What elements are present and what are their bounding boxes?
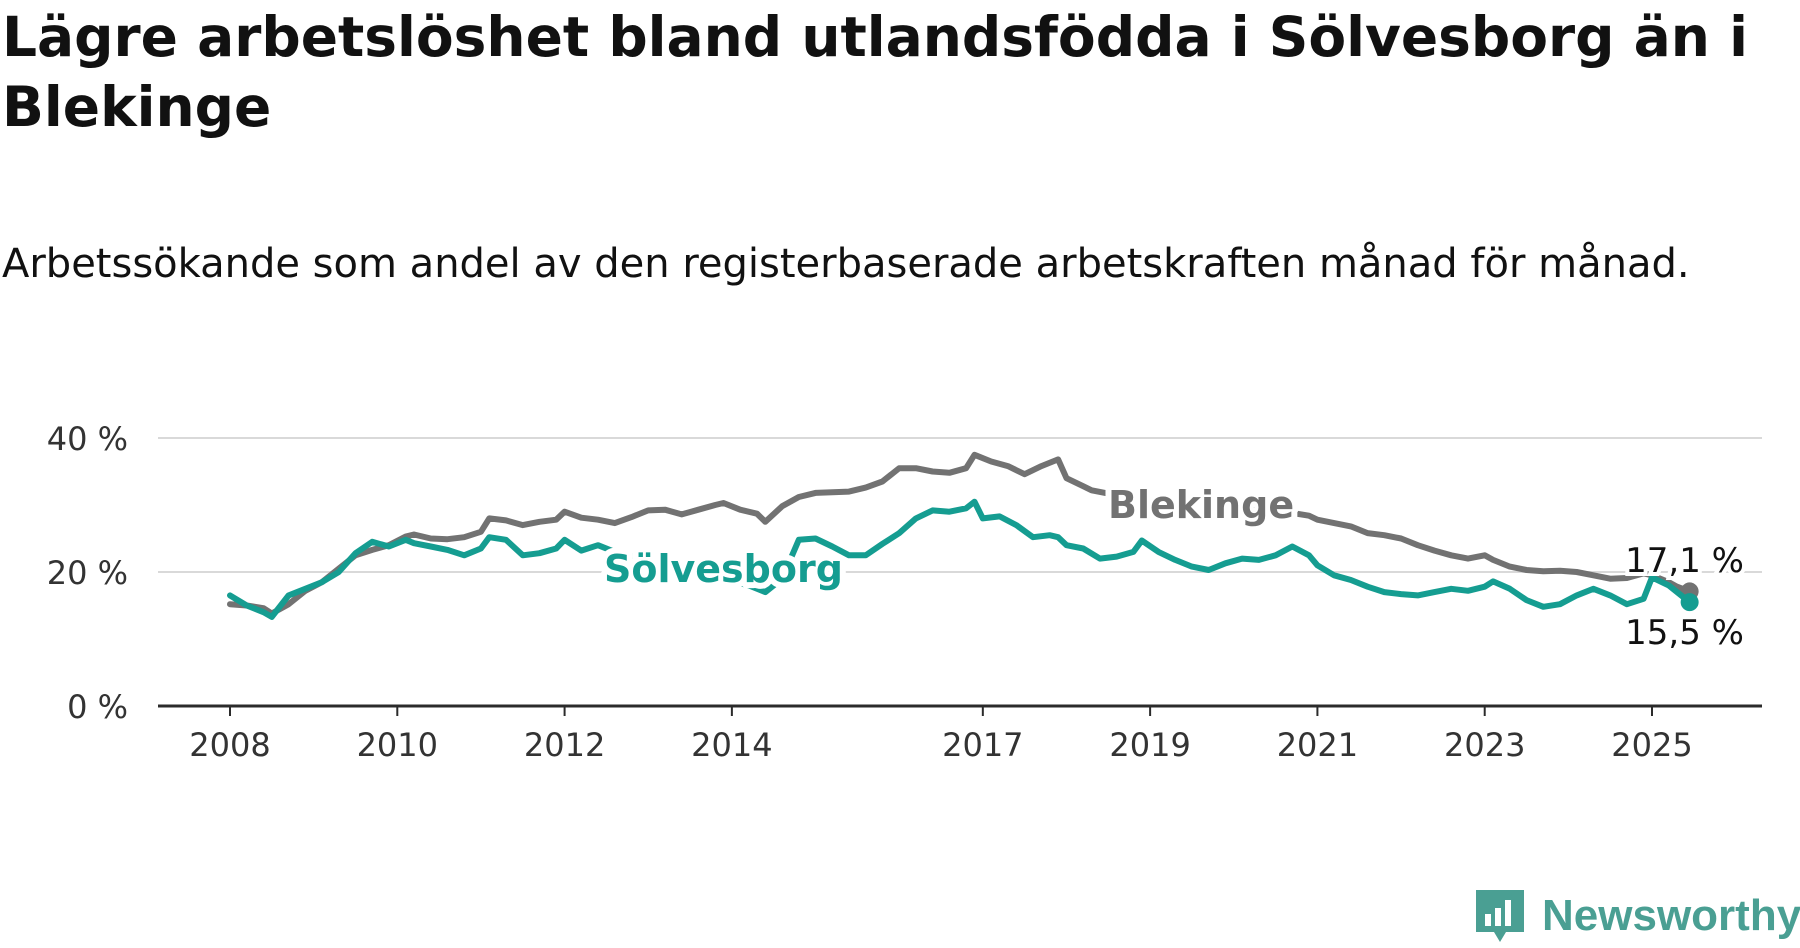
chart-title: Lägre arbetslöshet bland utlandsfödda i … [2, 5, 1748, 139]
series-line-blekinge [227, 451, 1693, 617]
newsworthy-logo-icon [1476, 890, 1524, 942]
x-tick-label: 2014 [691, 726, 772, 764]
x-tick-label: 2025 [1611, 726, 1692, 764]
x-tick-label: 2017 [942, 726, 1023, 764]
newsworthy-brand[interactable]: Newsworthy [1472, 884, 1800, 948]
brand-name: Newsworthy [1542, 891, 1800, 940]
y-tick-label: 0 % [67, 688, 128, 726]
grid-lines [158, 437, 1762, 573]
line-chart: 0 % 20 % 40 % 2008 2010 2012 2014 2017 2019 2021… [47, 420, 1762, 764]
x-tick-label: 2010 [357, 726, 438, 764]
series-labels: Blekinge Sölvesborg 17,1 % 15,5 % [598, 477, 1748, 657]
x-tick-label: 2021 [1277, 726, 1358, 764]
end-value-label-solvesborg: 15,5 % [1625, 613, 1744, 653]
end-value-label-blekinge: 17,1 % [1625, 541, 1744, 581]
x-tick-label: 2012 [524, 726, 605, 764]
y-tick-label: 40 % [47, 420, 128, 458]
end-point-solvesborg [1680, 593, 1699, 612]
series-label-blekinge: Blekinge [1108, 483, 1294, 527]
chart-subtitle: Arbetssökande som andel av den registerb… [2, 241, 1690, 287]
series-label-solvesborg: Sölvesborg [604, 547, 843, 591]
x-axis-ticks: 2008 2010 2012 2014 2017 2019 2021 2023 2025 [189, 706, 1693, 764]
x-tick-label: 2023 [1444, 726, 1525, 764]
y-axis-ticks: 0 % 20 % 40 % [47, 420, 128, 726]
series-line-solvesborg [227, 498, 1693, 620]
series-lines [227, 451, 1699, 620]
x-tick-label: 2008 [189, 726, 270, 764]
y-tick-label: 20 % [47, 554, 128, 592]
x-tick-label: 2019 [1109, 726, 1190, 764]
